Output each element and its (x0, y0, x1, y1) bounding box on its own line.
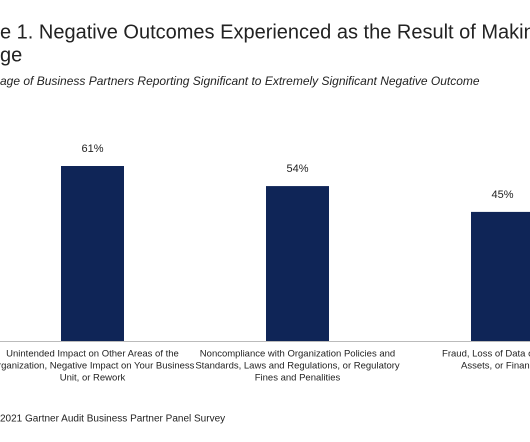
value-label: 61% (81, 143, 103, 155)
x-tick-label: Noncompliance with Organization Policies… (200, 349, 395, 360)
value-label: 45% (491, 189, 513, 201)
chart-title: e 1. Negative Outcomes Experienced as th… (0, 21, 530, 43)
value-label: 54% (286, 163, 308, 175)
x-tick-label: Assets, or Financial (461, 361, 530, 372)
bar (471, 211, 530, 341)
x-tick-label: Unit, or Rework (60, 373, 126, 384)
chart-title: ge (0, 44, 22, 66)
x-tick-label: Standards, Laws and Regulations, or Regu… (195, 361, 400, 372)
source: 2021 Gartner Audit Business Partner Pane… (0, 414, 225, 425)
x-tick-label: Fraud, Loss of Data or Other (442, 349, 530, 360)
bar (61, 166, 124, 341)
bar (266, 186, 329, 341)
x-tick-label: Fines and Penalities (255, 373, 341, 384)
x-tick-label: Organization, Negative Impact on Your Bu… (0, 361, 195, 372)
x-tick-label: Unintended Impact on Other Areas of the (6, 349, 179, 360)
chart-subtitle: age of Business Partners Reporting Signi… (0, 74, 480, 88)
